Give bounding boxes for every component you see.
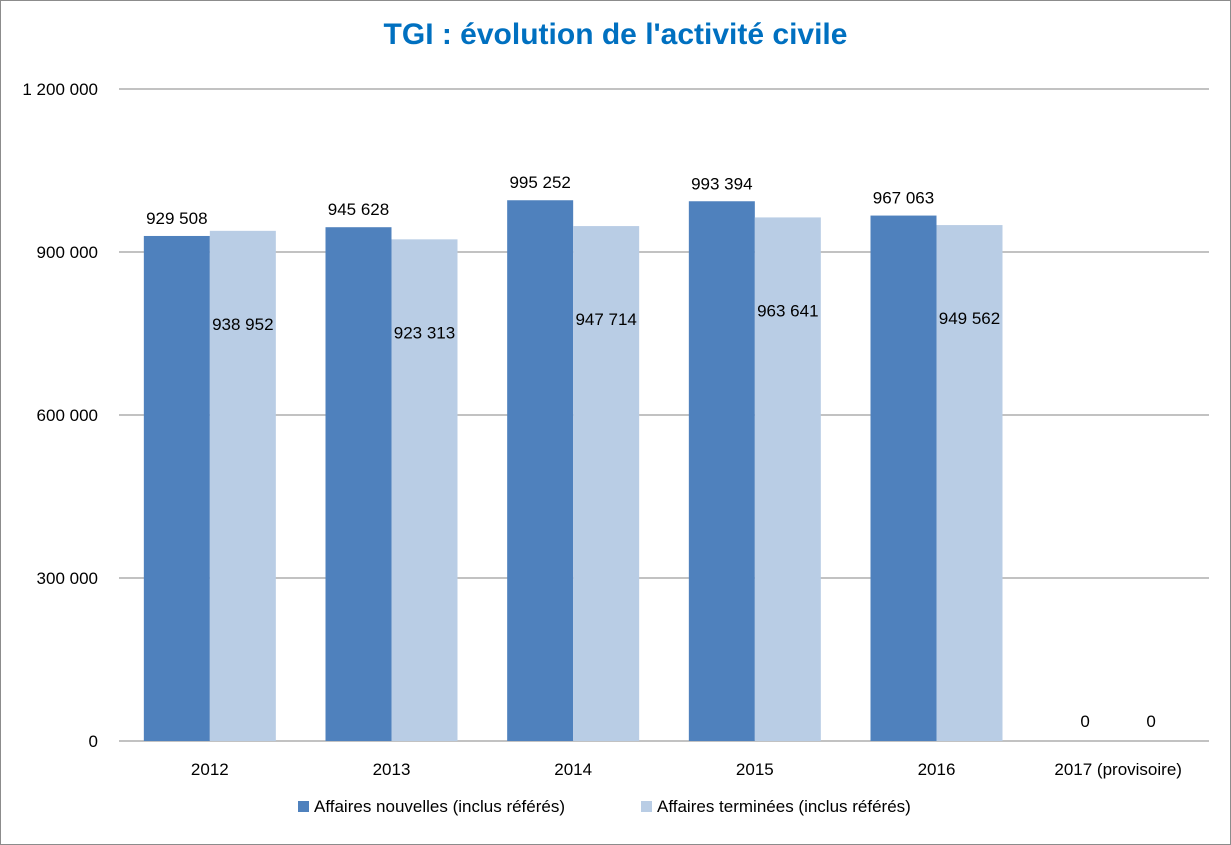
data-label: 938 952 [212,315,273,334]
data-label: 967 063 [873,189,934,208]
y-tick-label: 900 000 [37,243,98,262]
data-label: 0 [1146,712,1155,731]
bar [209,230,276,742]
bar [391,239,458,742]
y-tick-label: 300 000 [37,569,98,588]
y-tick-label: 600 000 [37,406,98,425]
data-label: 993 394 [691,174,752,193]
legend-label: Affaires nouvelles (inclus référés) [314,797,565,816]
data-label: 929 508 [146,209,207,228]
bar [754,217,821,741]
bar [143,235,210,741]
data-label: 923 313 [394,323,455,342]
bar [688,201,755,741]
data-label: 0 [1080,712,1089,731]
bar [870,215,937,741]
data-label: 945 628 [328,200,389,219]
data-label: 947 714 [575,310,636,329]
bar [573,226,640,742]
bar [325,227,392,741]
chart-title: TGI : évolution de l'activité civile [383,18,848,51]
data-label: 995 252 [509,173,570,192]
bar [936,225,1003,742]
legend-label: Affaires terminées (inclus référés) [657,797,911,816]
x-tick-label: 2012 [191,760,229,779]
x-tick-label: 2015 [736,760,774,779]
x-tick-label: 2013 [373,760,411,779]
x-tick-label: 2017 (provisoire) [1054,760,1182,779]
bar [507,200,574,742]
y-tick-label: 1 200 000 [22,80,98,99]
data-label: 949 562 [939,309,1000,328]
legend-swatch [641,801,652,812]
y-tick-label: 0 [89,732,98,751]
legend-swatch [298,801,309,812]
x-tick-label: 2014 [554,760,592,779]
x-tick-label: 2016 [918,760,956,779]
data-label: 963 641 [757,301,818,320]
